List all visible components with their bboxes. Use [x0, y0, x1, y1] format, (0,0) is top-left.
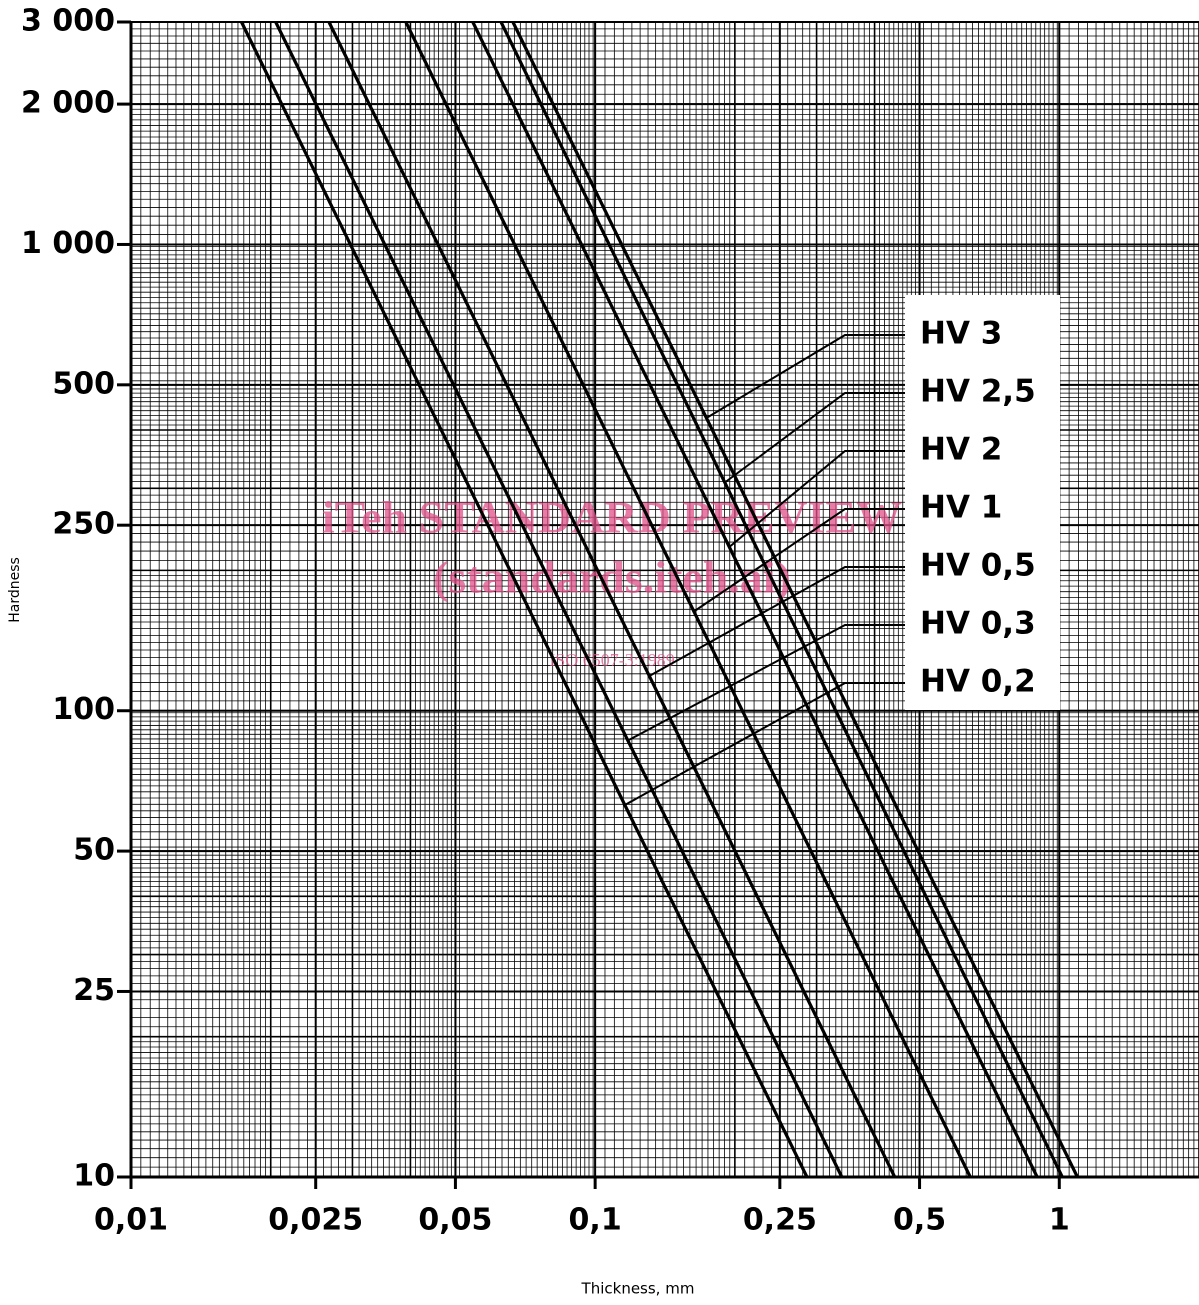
x-axis-label: Thickness, mm	[581, 1280, 695, 1298]
line	[240, 21, 809, 1178]
legend-leader	[624, 682, 905, 806]
y-tick-label: 50	[73, 833, 115, 868]
y-tick-label: 2 000	[21, 86, 115, 121]
x-tick-label: 0,01	[94, 1203, 168, 1238]
legend-label: HV 3	[920, 316, 1002, 352]
y-tick-label: 25	[73, 973, 115, 1008]
watermark: ISO 6507-3:1989	[549, 650, 675, 670]
legend-box	[905, 295, 1060, 710]
line	[499, 21, 1064, 1178]
y-axis-label: Hardness	[7, 557, 23, 623]
legend-leader	[724, 392, 905, 484]
y-tick-label: 3 000	[21, 4, 115, 39]
y-tick-label: 100	[52, 692, 115, 727]
legend-label: HV 0,2	[920, 664, 1036, 700]
x-tick-label: 0,5	[893, 1203, 946, 1238]
legend-leader	[728, 450, 905, 548]
x-tick-label: 0,1	[569, 1203, 622, 1238]
x-tick-label: 0,05	[418, 1203, 492, 1238]
legend-leader	[693, 508, 905, 613]
line	[511, 21, 1079, 1178]
legend-leader	[705, 334, 905, 419]
line	[274, 21, 844, 1178]
y-tick-label: 250	[52, 507, 115, 542]
legend-label: HV 1	[920, 490, 1002, 526]
legend-label: HV 2,5	[920, 374, 1036, 410]
watermark: (standards.iteh.ai)	[433, 552, 791, 603]
line	[471, 21, 1039, 1178]
legend-leader	[648, 566, 905, 677]
line	[327, 21, 897, 1178]
legend-leader	[627, 624, 905, 742]
legend-label: HV 0,5	[920, 548, 1036, 584]
x-tick-label: 0,025	[268, 1203, 363, 1238]
watermark: iTeh STANDARD PREVIEW	[322, 492, 902, 543]
y-tick-label: 10	[73, 1159, 115, 1194]
legend-label: HV 2	[920, 432, 1002, 468]
y-tick-label: 500	[52, 366, 115, 401]
lines	[240, 21, 1079, 1178]
line	[404, 21, 972, 1178]
x-tick-label: 1	[1049, 1203, 1070, 1238]
x-tick-label: 0,25	[743, 1203, 817, 1238]
legend-label: HV 0,3	[920, 606, 1036, 642]
y-tick-label: 1 000	[21, 226, 115, 261]
